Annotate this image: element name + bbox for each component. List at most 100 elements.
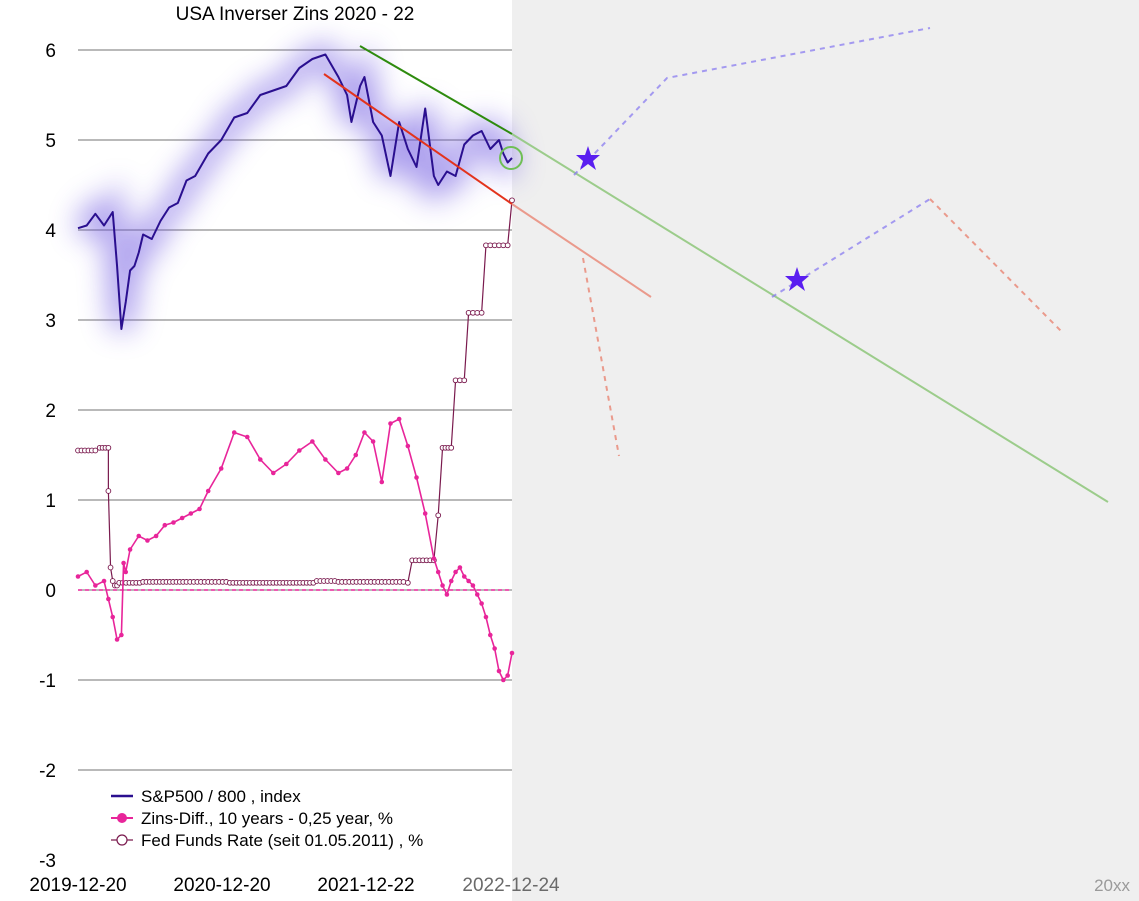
zins-diff-point: [257, 457, 263, 462]
y-tick-label: 5: [45, 131, 56, 152]
fed-funds-point: [404, 579, 411, 586]
zins-diff-point: [405, 443, 411, 449]
zins-diff-point: [509, 650, 515, 656]
zins-diff-point: [505, 673, 510, 678]
y-tick-label: 0: [45, 581, 56, 602]
y-tick-label: 1: [45, 491, 56, 512]
fed-funds-point: [107, 564, 114, 571]
y-tick-label: -2: [39, 761, 56, 782]
fed-funds-point: [105, 444, 112, 451]
y-tick-label: 2: [45, 401, 56, 422]
fed-funds-series: [75, 197, 515, 589]
projection-path-red-down: [582, 257, 620, 457]
x-tick-label: 2021-12-22: [317, 875, 414, 896]
fed-funds-point: [504, 242, 511, 249]
zins-diff-point: [106, 596, 111, 602]
zins-diff-point: [171, 520, 176, 525]
projection-path-red-right: [929, 198, 1063, 333]
fed-funds-point: [105, 488, 112, 494]
zins-diff-point: [492, 646, 497, 651]
zins-diff-point: [218, 466, 224, 471]
legend-sp500-label: S&P500 / 800 , index: [141, 787, 301, 806]
zins-diff-point: [501, 677, 506, 683]
lower-trend-extension: [511, 203, 652, 298]
fed-funds-point: [448, 444, 455, 451]
zins-diff-point: [75, 574, 81, 579]
zins-diff-point: [336, 470, 341, 476]
star-marker-lower: [785, 267, 809, 291]
zins-diff-point: [93, 583, 98, 588]
upper-trend-line: [359, 45, 513, 135]
y-tick-label: -1: [39, 671, 56, 692]
zins-diff-point: [153, 533, 159, 539]
zins-diff-point: [197, 506, 202, 512]
zins-diff-point: [84, 569, 89, 575]
zins-diff-point: [362, 430, 367, 435]
zins-diff-point: [479, 601, 484, 606]
zins-diff-line: [77, 417, 513, 682]
y-tick-label: 3: [45, 311, 56, 332]
zins-diff-point: [231, 430, 237, 435]
x-axis-ticks: 2019-12-20 2020-12-20 2021-12-22 2022-12…: [29, 875, 1130, 896]
zins-diff-point: [440, 583, 445, 588]
zins-diff-point: [127, 547, 133, 552]
chart-title: USA Inverser Zins 2020 - 22: [176, 4, 415, 25]
zins-diff-point: [353, 452, 359, 458]
fed-funds-point: [478, 309, 485, 316]
zins-diff-point: [470, 583, 476, 588]
zins-diff-point: [179, 515, 185, 521]
y-tick-label: -3: [39, 851, 56, 872]
y-tick-label: 4: [45, 221, 56, 242]
zins-diff-point: [422, 511, 428, 516]
legend-fed-label: Fed Funds Rate (seit 01.05.2011) , %: [141, 831, 423, 850]
x-tick-label: 2022-12-24: [462, 875, 560, 896]
zins-diff-point: [188, 511, 194, 516]
x-tick-label: 2019-12-20: [29, 875, 126, 896]
sp500-line: [77, 53, 513, 330]
legend: S&P500 / 800 , index Zins-Diff., 10 year…: [111, 787, 423, 850]
fed-funds-point: [92, 447, 99, 454]
zins-diff-point: [310, 439, 315, 444]
future-region: [512, 0, 1139, 901]
zins-diff-point: [396, 416, 402, 422]
projection-path-upper: [573, 27, 931, 176]
zins-diff-point: [488, 632, 493, 638]
zins-diff-point: [145, 538, 150, 543]
zins-diff-point: [323, 457, 328, 462]
zins-diff-point: [297, 448, 302, 453]
fed-funds-point: [461, 377, 468, 384]
zins-diff-point: [121, 560, 126, 566]
zins-diff-point: [205, 488, 211, 494]
y-tick-label: 6: [45, 41, 56, 62]
zins-diff-point: [466, 578, 471, 584]
zins-diff-point: [136, 533, 142, 539]
zins-diff-point: [344, 466, 350, 471]
zins-diff-point: [110, 614, 116, 620]
zins-diff-point: [101, 578, 107, 584]
y-axis-ticks: 6 5 4 3 2 1 0 -1 -2 -3: [39, 41, 56, 872]
fed-funds-point: [435, 512, 442, 519]
legend-zins-label: Zins-Diff., 10 years - 0,25 year, %: [141, 809, 393, 828]
zins-diff-point: [379, 479, 385, 485]
zins-diff-point: [388, 421, 393, 426]
zins-diff-point: [244, 434, 250, 440]
zins-diff-point: [284, 461, 289, 467]
zins-diff-point: [431, 556, 437, 561]
zins-diff-point: [496, 668, 502, 674]
zins-diff-point: [123, 569, 129, 575]
zins-diff-point: [119, 632, 124, 638]
x-tick-label: 2020-12-20: [173, 875, 270, 896]
zins-diff-point: [453, 569, 458, 575]
sp500-series: [77, 53, 513, 330]
zins-diff-point: [483, 614, 489, 620]
future-period-label: 20xx: [1094, 876, 1130, 895]
zins-diff-point: [444, 592, 450, 597]
zins-diff-point: [370, 439, 376, 444]
zins-diff-point: [162, 522, 168, 528]
lower-trend-line: [323, 73, 513, 205]
zins-diff-point: [414, 475, 419, 480]
zins-diff-point: [448, 578, 454, 584]
upper-trend-extension: [511, 133, 1109, 503]
zins-diff-point: [114, 637, 120, 642]
